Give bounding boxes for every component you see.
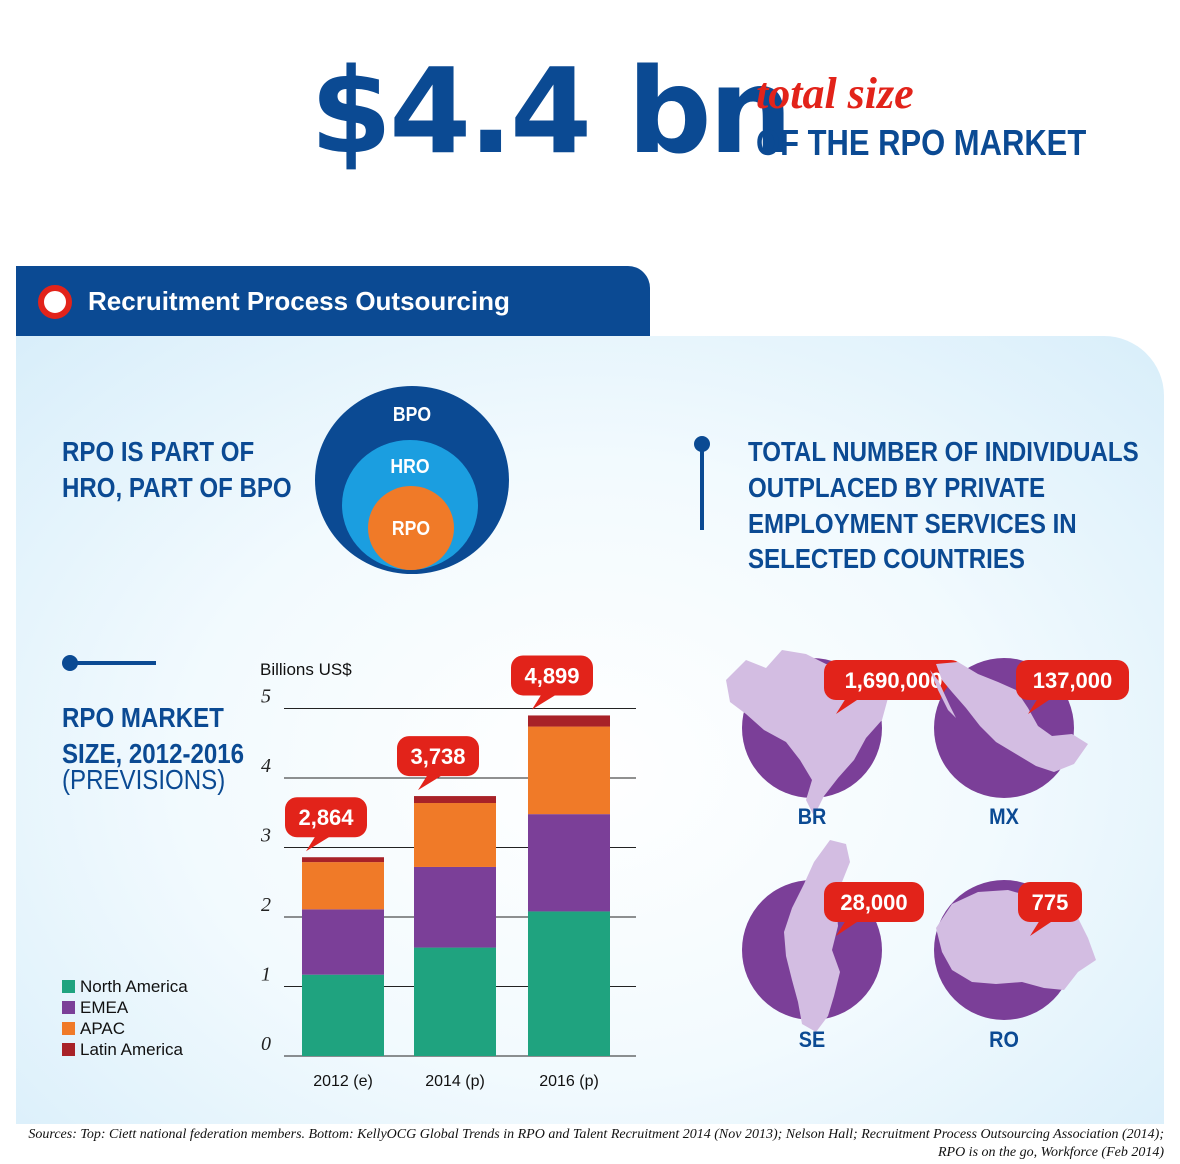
bar-segment-emea [528, 814, 610, 912]
market-dot-icon [62, 655, 78, 671]
y-tick-label: 0 [261, 1033, 271, 1055]
bar-segment-emea [302, 909, 384, 975]
total-callout: 2,864 [285, 797, 367, 852]
callout-tail [532, 693, 558, 710]
market-heading: RPO MARKET SIZE, 2012-2016 [62, 702, 245, 769]
x-tick-label: 2014 (p) [425, 1073, 485, 1090]
country-callout: 775 [1018, 882, 1082, 936]
callout-bubble [824, 660, 963, 700]
nested-circles-diagram [315, 386, 509, 574]
country-se: 28,000 [742, 840, 924, 1032]
hierarchy-heading: RPO IS PART OF HRO, PART OF BPO [62, 436, 292, 503]
bar-segment-latin-america [528, 715, 610, 727]
country-code: RO [989, 1027, 1019, 1052]
country-callout: 137,000 [1016, 660, 1129, 714]
headline-tagline-italic: total size [756, 69, 914, 118]
callout-tail [306, 835, 332, 852]
legend-label: Latin America [80, 1039, 183, 1059]
legend-item: APAC [62, 1018, 188, 1039]
market-line [70, 661, 156, 665]
callout-bubble [1018, 882, 1082, 922]
headline-tagline: OF THE RPO MARKET [756, 122, 1087, 163]
callout-total: 4,899 [524, 663, 579, 688]
y-tick-label: 4 [261, 755, 271, 777]
outplacement-heading: TOTAL NUMBER OF INDIVIDUALS OUTPLACED BY… [748, 436, 1139, 575]
legend-item: Latin America [62, 1039, 188, 1060]
country-callout: 1,690,000 [824, 660, 963, 714]
country-ro: 775 [934, 880, 1096, 1020]
callout-bubble [824, 882, 924, 922]
legend-item: EMEA [62, 997, 188, 1018]
country-value: 775 [1032, 890, 1069, 915]
callout-bubble [1016, 660, 1129, 700]
x-tick-label: 2016 (p) [539, 1073, 599, 1090]
legend-label: North America [80, 976, 188, 996]
country-grid: 1,690,000 137,000 28,000 775 [726, 650, 1129, 1032]
callout-bubble [285, 797, 367, 838]
legend-swatch [62, 1022, 75, 1035]
chart-legend: North America EMEA APAC Latin America [62, 976, 188, 1060]
callout-total: 3,738 [410, 744, 465, 769]
bar-segment-north-america [302, 974, 384, 1056]
country-code: BR [797, 804, 827, 829]
rpo-circle [368, 486, 454, 570]
bar-segment-latin-america [302, 857, 384, 863]
country-map-shape [930, 662, 1088, 772]
callout-tail [418, 774, 444, 791]
country-code: MX [989, 804, 1019, 829]
pin-stem [700, 446, 704, 530]
bar-segment-north-america [528, 911, 610, 1056]
x-tick-label: 2012 (e) [313, 1073, 373, 1090]
country-mx: 137,000 [930, 658, 1129, 798]
pin-dot-icon [694, 436, 710, 452]
country-value: 28,000 [840, 890, 907, 915]
country-code: SE [798, 1027, 826, 1052]
total-callout: 3,738 [397, 736, 479, 791]
y-tick-label: 1 [261, 964, 271, 986]
legend-item: North America [62, 976, 188, 997]
rpo-label: RPO [391, 518, 431, 540]
legend-swatch [62, 980, 75, 993]
legend-swatch [62, 1043, 75, 1056]
legend-swatch [62, 1001, 75, 1014]
callout-total: 2,864 [298, 805, 354, 830]
country-value: 137,000 [1033, 668, 1113, 693]
rpo-market-chart: Billions US$ 0 1 2 3 4 5 2012 (e) 2014 (p) 2016… [260, 655, 636, 1090]
market-subheading: (PREVISIONS) [62, 764, 226, 795]
y-axis-label: Billions US$ [260, 660, 352, 679]
total-callout: 4,899 [511, 655, 593, 710]
bar-segment-emea [414, 866, 496, 948]
y-tick-label: 5 [261, 686, 271, 708]
country-callout: 28,000 [824, 882, 924, 936]
callout-bubble [397, 736, 479, 777]
section-banner [16, 266, 650, 336]
country-value: 1,690,000 [845, 668, 943, 693]
country-br: 1,690,000 [726, 650, 963, 816]
bar-segment-latin-america [414, 796, 496, 804]
bpo-label: BPO [392, 404, 432, 426]
callout-tail [836, 698, 860, 714]
bar-segment-apac [302, 862, 384, 910]
bar-segment-apac [528, 726, 610, 815]
callout-tail [1030, 920, 1054, 936]
bar-segment-apac [414, 803, 496, 867]
y-tick-label: 2 [261, 894, 271, 916]
legend-label: APAC [80, 1018, 126, 1038]
hro-label: HRO [390, 456, 430, 478]
headline-value: $4.4 bn [310, 42, 793, 180]
section-title: Recruitment Process Outsourcing [88, 286, 510, 316]
callout-tail [1028, 698, 1052, 714]
callout-bubble [511, 655, 593, 696]
y-tick-label: 3 [260, 825, 271, 847]
bullet-ring-icon [38, 285, 72, 319]
bar-segment-north-america [414, 947, 496, 1056]
legend-label: EMEA [80, 997, 129, 1017]
sources-note: Sources: Top: Ciett national federation … [28, 1127, 1164, 1160]
callout-tail [836, 920, 860, 936]
